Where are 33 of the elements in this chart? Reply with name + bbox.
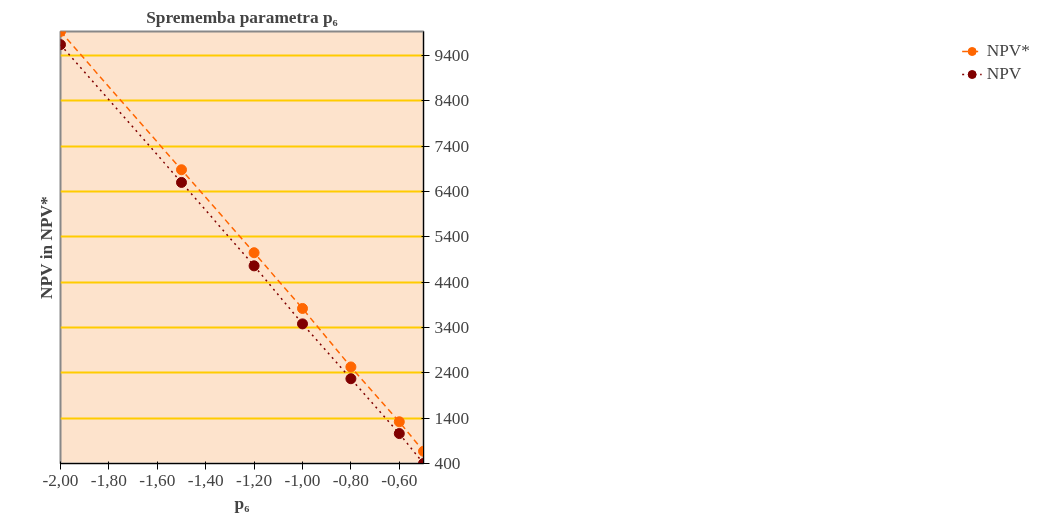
point [345, 361, 357, 373]
x-tick-label: -0,80 [332, 470, 369, 490]
y-tick-label: 9400 [434, 46, 470, 66]
legend-label: NPV [986, 64, 1022, 84]
x-axis-title: p₆ [234, 493, 250, 513]
point [297, 318, 308, 330]
x-tick-label: -0,60 [381, 470, 418, 490]
point [248, 260, 260, 272]
x-tick-label: -2,00 [42, 470, 79, 490]
y-tick-label: 1400 [434, 408, 470, 428]
y-tick-label: 400 [434, 454, 461, 473]
y-tick-label: 2400 [434, 363, 470, 383]
x-tick-label: -1,00 [284, 470, 321, 490]
y-axis-title: NPV in NPV* [36, 196, 56, 299]
point [345, 373, 357, 385]
x-tick-label: -1,40 [187, 470, 224, 490]
y-tick-label: 8400 [434, 91, 470, 111]
x-tick-label: -1,60 [139, 470, 176, 490]
y-tick-label: 3400 [434, 318, 470, 338]
x-tick-label: -1,80 [90, 470, 127, 490]
point [176, 164, 187, 176]
point [297, 302, 308, 314]
point [248, 247, 260, 259]
point [393, 416, 405, 428]
legend-label: NPV* [986, 41, 1030, 61]
y-tick-label: 7400 [434, 136, 470, 156]
chart-title: Sprememba parametra p₆ [146, 7, 338, 27]
x-tick-label: -1,20 [236, 470, 273, 490]
point [176, 176, 187, 188]
y-tick-label: 5400 [434, 227, 470, 247]
y-tick-label: 4400 [434, 272, 470, 292]
point [393, 428, 405, 440]
y-tick-label: 6400 [434, 182, 470, 202]
